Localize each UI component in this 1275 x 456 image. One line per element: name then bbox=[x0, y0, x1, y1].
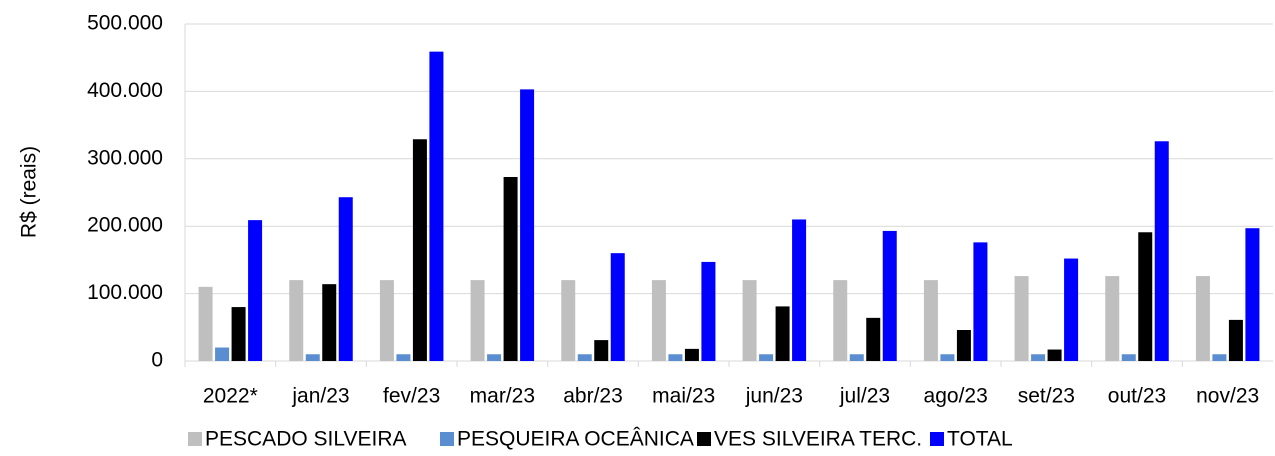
bar bbox=[1195, 276, 1210, 361]
y-tick-label: 400.000 bbox=[87, 79, 163, 102]
x-tick-label: ago/23 bbox=[924, 385, 988, 408]
bar bbox=[1031, 354, 1046, 361]
bar bbox=[610, 253, 625, 361]
bar bbox=[289, 280, 304, 361]
x-tick-label: jan/23 bbox=[291, 385, 349, 408]
bar bbox=[215, 347, 230, 361]
bar bbox=[429, 51, 444, 361]
bar bbox=[973, 242, 988, 361]
bar bbox=[561, 280, 576, 361]
bar bbox=[231, 307, 246, 361]
bar bbox=[248, 220, 263, 361]
x-tick-label: set/23 bbox=[1018, 385, 1075, 408]
y-tick-label: 300.000 bbox=[87, 146, 163, 169]
bar bbox=[338, 197, 353, 361]
legend-label: TOTAL bbox=[947, 428, 1013, 451]
bar bbox=[379, 280, 394, 361]
bar bbox=[577, 354, 592, 361]
y-axis-label: R$ (reais) bbox=[18, 146, 41, 238]
bar bbox=[1212, 354, 1227, 361]
x-tick-label: jun/23 bbox=[745, 385, 803, 408]
bar bbox=[1064, 258, 1079, 361]
bar bbox=[940, 354, 955, 361]
bar bbox=[1138, 232, 1153, 361]
y-tick-label: 0 bbox=[151, 349, 163, 372]
y-tick-label: 100.000 bbox=[87, 281, 163, 304]
x-tick-label: 2022* bbox=[203, 385, 258, 408]
y-tick-label: 500.000 bbox=[87, 12, 163, 35]
bar bbox=[651, 280, 666, 361]
bar bbox=[1228, 319, 1243, 361]
bar bbox=[775, 306, 790, 361]
x-tick-label: mai/23 bbox=[652, 385, 715, 408]
legend-swatch bbox=[697, 432, 711, 446]
bar bbox=[923, 280, 938, 361]
bar bbox=[305, 354, 320, 361]
bar bbox=[396, 354, 411, 361]
x-tick-label: abr/23 bbox=[563, 385, 623, 408]
legend-swatch bbox=[440, 432, 454, 446]
bar bbox=[792, 219, 807, 361]
bar bbox=[668, 354, 683, 361]
bar bbox=[684, 348, 699, 361]
legend-swatch bbox=[930, 432, 944, 446]
bar bbox=[503, 176, 518, 361]
x-tick-label: nov/23 bbox=[1196, 385, 1259, 408]
legend-label: PESCADO SILVEIRA bbox=[205, 428, 407, 451]
bar bbox=[1014, 276, 1029, 361]
bar bbox=[594, 340, 609, 361]
bar bbox=[759, 354, 774, 361]
bar bbox=[882, 230, 897, 361]
bar bbox=[701, 261, 716, 361]
legend-label: VES SILVEIRA TERC. bbox=[714, 428, 922, 451]
bar bbox=[198, 286, 213, 361]
bar bbox=[956, 329, 971, 361]
x-tick-label: jul/23 bbox=[839, 385, 890, 408]
bar bbox=[866, 317, 881, 361]
bar bbox=[470, 280, 485, 361]
x-tick-label: fev/23 bbox=[383, 385, 440, 408]
bar bbox=[1245, 228, 1260, 361]
bar bbox=[1121, 354, 1136, 361]
bar bbox=[412, 139, 427, 361]
bar bbox=[520, 89, 535, 362]
bar bbox=[487, 354, 502, 361]
y-tick-label: 200.000 bbox=[87, 214, 163, 237]
bar bbox=[1154, 141, 1169, 361]
x-tick-label: mar/23 bbox=[470, 385, 535, 408]
x-tick-label: out/23 bbox=[1108, 385, 1166, 408]
bar bbox=[1047, 349, 1062, 361]
bar bbox=[849, 354, 864, 361]
bar bbox=[322, 284, 337, 361]
bar bbox=[1105, 276, 1120, 361]
legend-swatch bbox=[188, 432, 202, 446]
legend-label: PESQUEIRA OCEÂNICA bbox=[457, 428, 694, 451]
bar bbox=[833, 280, 848, 361]
bar bbox=[742, 280, 757, 361]
